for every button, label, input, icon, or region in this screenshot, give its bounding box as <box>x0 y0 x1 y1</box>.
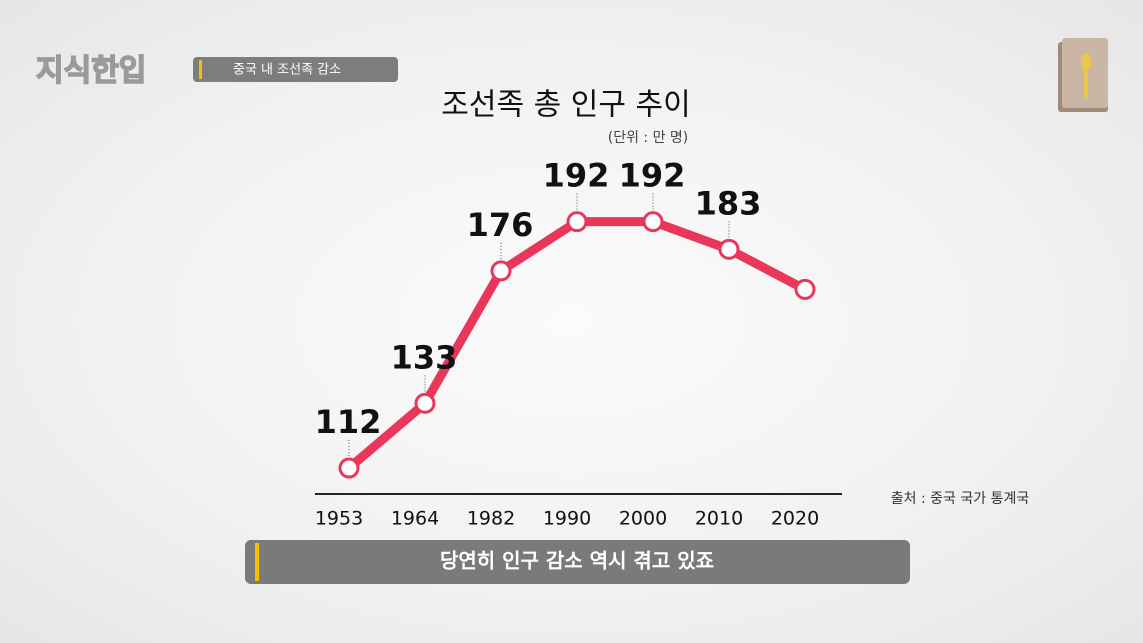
data-label: 192 <box>619 157 686 195</box>
data-label: 183 <box>695 184 762 222</box>
x-tick-label: 2000 <box>619 508 667 530</box>
data-label: 112 <box>315 403 382 441</box>
x-tick-label: 1990 <box>543 508 591 530</box>
caption-box <box>245 540 910 584</box>
header-tag-box <box>193 57 398 82</box>
book-icon <box>1058 38 1108 112</box>
data-point <box>642 211 664 233</box>
data-point <box>414 392 436 414</box>
header-tag-accent <box>199 60 202 79</box>
plot: 1953 1964 1982 1990 2000 2010 2020112133176192… <box>315 157 820 530</box>
chart-subtitle: (단위 : 만 명) <box>608 130 689 146</box>
data-point <box>794 278 816 300</box>
source-note: 출처 : 중국 국가 통계국 <box>891 491 1030 507</box>
chart-title: 조선족 총 인구 추이 <box>441 88 690 123</box>
caption-accent <box>255 543 259 581</box>
data-label: 176 <box>467 206 534 244</box>
x-tick-label: 2010 <box>695 508 743 530</box>
x-tick-label: 1982 <box>467 508 515 530</box>
x-tick-label: 2020 <box>771 508 819 530</box>
data-point <box>718 238 740 260</box>
data-label: 192 <box>543 157 610 195</box>
logo: 지식한입 <box>36 54 146 89</box>
header-tag: 중국 내 조선족 감소 <box>233 63 341 78</box>
data-point <box>566 211 588 233</box>
data-point <box>338 457 360 479</box>
x-tick-label: 1953 <box>315 508 363 530</box>
data-point <box>490 260 512 282</box>
data-label: 133 <box>391 338 458 376</box>
caption: 당연히 인구 감소 역시 겪고 있죠 <box>440 549 714 573</box>
x-tick-label: 1964 <box>391 508 439 530</box>
